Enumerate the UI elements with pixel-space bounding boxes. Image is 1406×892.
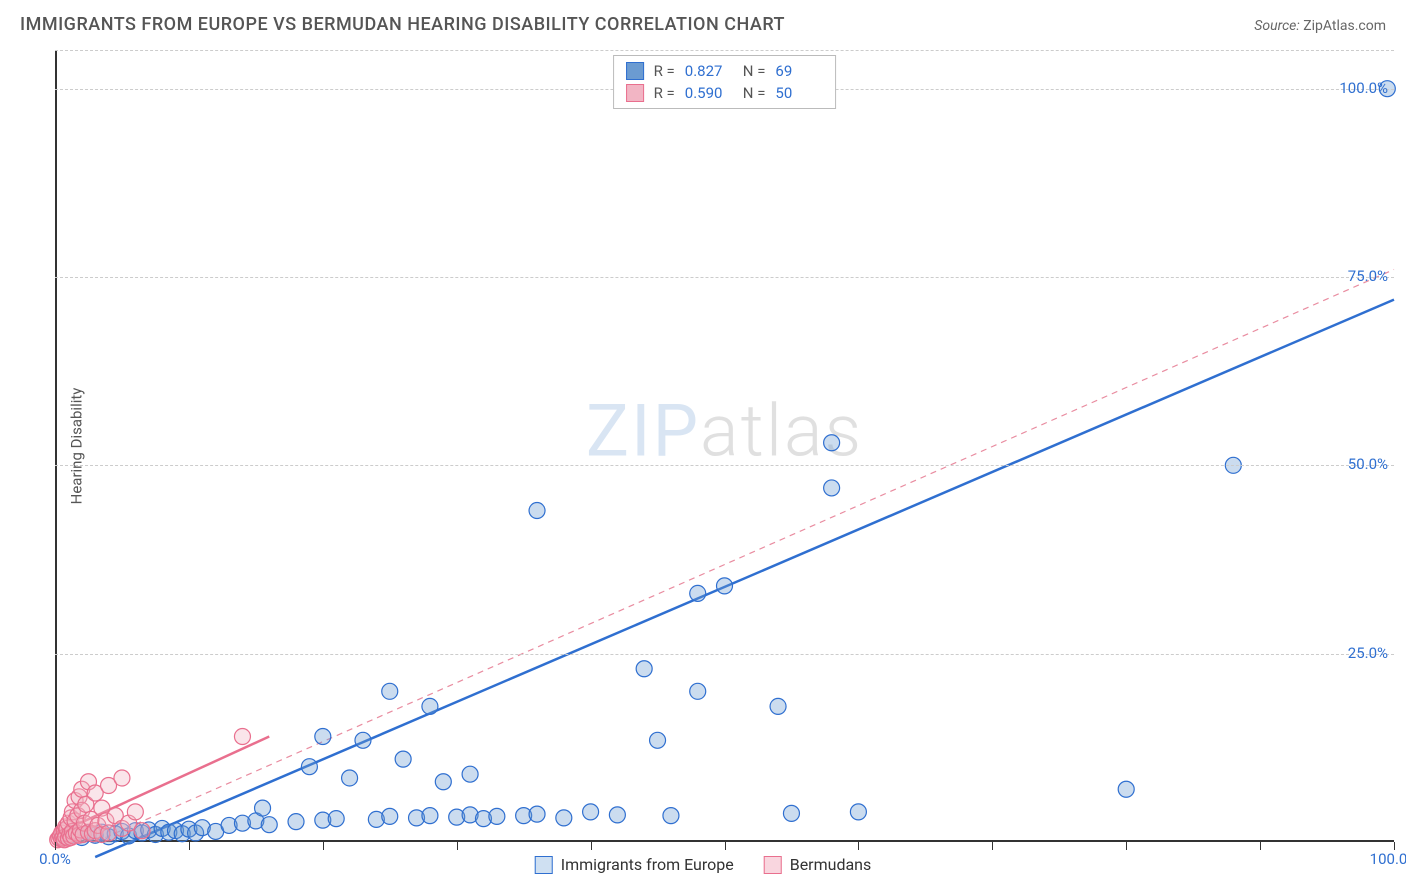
y-tick-label: 25.0%: [1348, 644, 1388, 662]
gridline: [55, 277, 1394, 278]
legend-swatch-series-1: [626, 84, 644, 102]
legend-stats: R = 0.827 N = 69 R = 0.590 N = 50: [613, 55, 837, 109]
x-tick: [1126, 842, 1127, 850]
scatter-point: [462, 766, 478, 782]
scatter-point: [529, 806, 545, 822]
scatter-point: [529, 503, 545, 519]
scatter-point: [717, 578, 733, 594]
x-tick: [591, 842, 592, 850]
x-tick-label: 0.0%: [39, 850, 71, 868]
y-tick-label: 75.0%: [1348, 267, 1388, 285]
r-label: R =: [654, 62, 675, 80]
y-tick-label: 100.0%: [1339, 79, 1388, 97]
x-tick: [1260, 842, 1261, 850]
x-tick: [55, 842, 56, 850]
regression-line-0: [95, 300, 1394, 857]
scatter-point: [850, 804, 866, 820]
scatter-point: [824, 435, 840, 451]
scatter-point: [663, 808, 679, 824]
scatter-point: [234, 729, 250, 745]
scatter-point: [301, 759, 317, 775]
scatter-point: [261, 817, 277, 833]
x-tick: [1394, 842, 1395, 850]
r-value-series-0: 0.827: [685, 62, 733, 80]
legend-item-series-1: Bermudans: [764, 855, 872, 874]
scatter-point: [395, 751, 411, 767]
scatter-point: [422, 808, 438, 824]
gridline: [55, 654, 1394, 655]
scatter-point: [824, 480, 840, 496]
legend-label-0: Immigrants from Europe: [561, 855, 734, 874]
n-label: N =: [743, 62, 766, 80]
scatter-point: [114, 770, 130, 786]
scatter-point: [489, 808, 505, 824]
trend-dashed-line: [95, 269, 1394, 842]
scatter-point: [556, 810, 572, 826]
x-tick: [189, 842, 190, 850]
r-value-series-1: 0.590: [685, 84, 733, 102]
scatter-point: [315, 729, 331, 745]
scatter-point: [355, 732, 371, 748]
legend-stats-row: R = 0.827 N = 69: [626, 60, 824, 82]
n-value-series-0: 69: [775, 62, 823, 80]
scatter-point: [382, 683, 398, 699]
x-tick: [858, 842, 859, 850]
plot-area: ZIPatlas R = 0.827 N = 69 R = 0.590 N = …: [55, 50, 1394, 842]
x-tick: [323, 842, 324, 850]
x-tick-label: 100.0%: [1370, 850, 1406, 868]
x-tick: [457, 842, 458, 850]
source-attribution: Source: ZipAtlas.com: [1254, 18, 1386, 34]
scatter-point: [690, 585, 706, 601]
scatter-point: [650, 732, 666, 748]
scatter-point: [583, 804, 599, 820]
source-label: Source:: [1254, 18, 1299, 34]
scatter-point: [382, 808, 398, 824]
source-value: ZipAtlas.com: [1303, 18, 1386, 34]
scatter-point: [127, 804, 143, 820]
scatter-point: [342, 770, 358, 786]
r-label: R =: [654, 84, 675, 102]
scatter-point: [328, 811, 344, 827]
n-value-series-1: 50: [775, 84, 823, 102]
legend-label-1: Bermudans: [790, 855, 872, 874]
x-tick: [725, 842, 726, 850]
scatter-point: [255, 800, 271, 816]
legend-swatch-series-0: [626, 62, 644, 80]
scatter-point: [422, 698, 438, 714]
legend-bottom: Immigrants from Europe Bermudans: [535, 855, 872, 874]
scatter-point: [134, 823, 150, 839]
x-tick: [992, 842, 993, 850]
n-label: N =: [743, 84, 766, 102]
scatter-point: [636, 661, 652, 677]
scatter-point: [770, 698, 786, 714]
legend-swatch-bottom-1: [764, 856, 782, 874]
legend-swatch-bottom-0: [535, 856, 553, 874]
scatter-point: [783, 805, 799, 821]
scatter-point: [1118, 781, 1134, 797]
legend-stats-row: R = 0.590 N = 50: [626, 82, 824, 104]
chart-svg-layer: [55, 51, 1394, 842]
chart-title: IMMIGRANTS FROM EUROPE VS BERMUDAN HEARI…: [20, 14, 785, 35]
gridline: [55, 465, 1394, 466]
scatter-point: [288, 814, 304, 830]
scatter-point: [609, 807, 625, 823]
scatter-point: [435, 774, 451, 790]
y-tick-label: 50.0%: [1348, 455, 1388, 473]
scatter-point: [690, 683, 706, 699]
legend-item-series-0: Immigrants from Europe: [535, 855, 734, 874]
